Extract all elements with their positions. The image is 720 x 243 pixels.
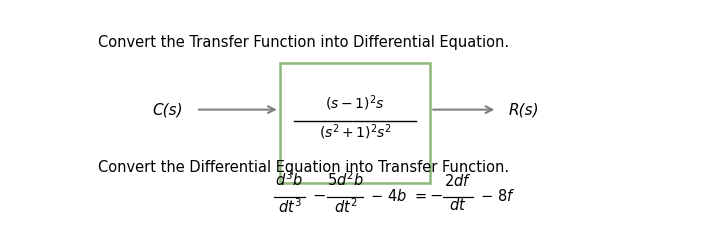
Text: $(s-1)^2s$: $(s-1)^2s$ (325, 94, 384, 113)
Text: $dt$: $dt$ (449, 197, 467, 213)
Text: $-$: $-$ (428, 188, 443, 203)
Text: $=$: $=$ (412, 188, 428, 203)
Text: $d^3b$: $d^3b$ (276, 170, 303, 189)
Text: Convert the Transfer Function into Differential Equation.: Convert the Transfer Function into Diffe… (98, 35, 509, 50)
Text: $dt^2$: $dt^2$ (333, 197, 357, 216)
Text: $-\ 4b$: $-\ 4b$ (370, 188, 407, 204)
Text: $(s^2+1)^2s^2$: $(s^2+1)^2s^2$ (318, 123, 392, 142)
Text: $-\ 8f$: $-\ 8f$ (480, 188, 516, 204)
Text: Convert the Differential Equation into Transfer Function.: Convert the Differential Equation into T… (98, 160, 509, 175)
Text: $-$: $-$ (312, 188, 325, 203)
Text: $2df$: $2df$ (444, 173, 472, 189)
Text: $dt^3$: $dt^3$ (278, 197, 302, 216)
Text: R(s): R(s) (508, 102, 539, 117)
Text: C(s): C(s) (153, 102, 184, 117)
Bar (280, 63, 431, 182)
Text: $5d^2b$: $5d^2b$ (327, 170, 364, 189)
